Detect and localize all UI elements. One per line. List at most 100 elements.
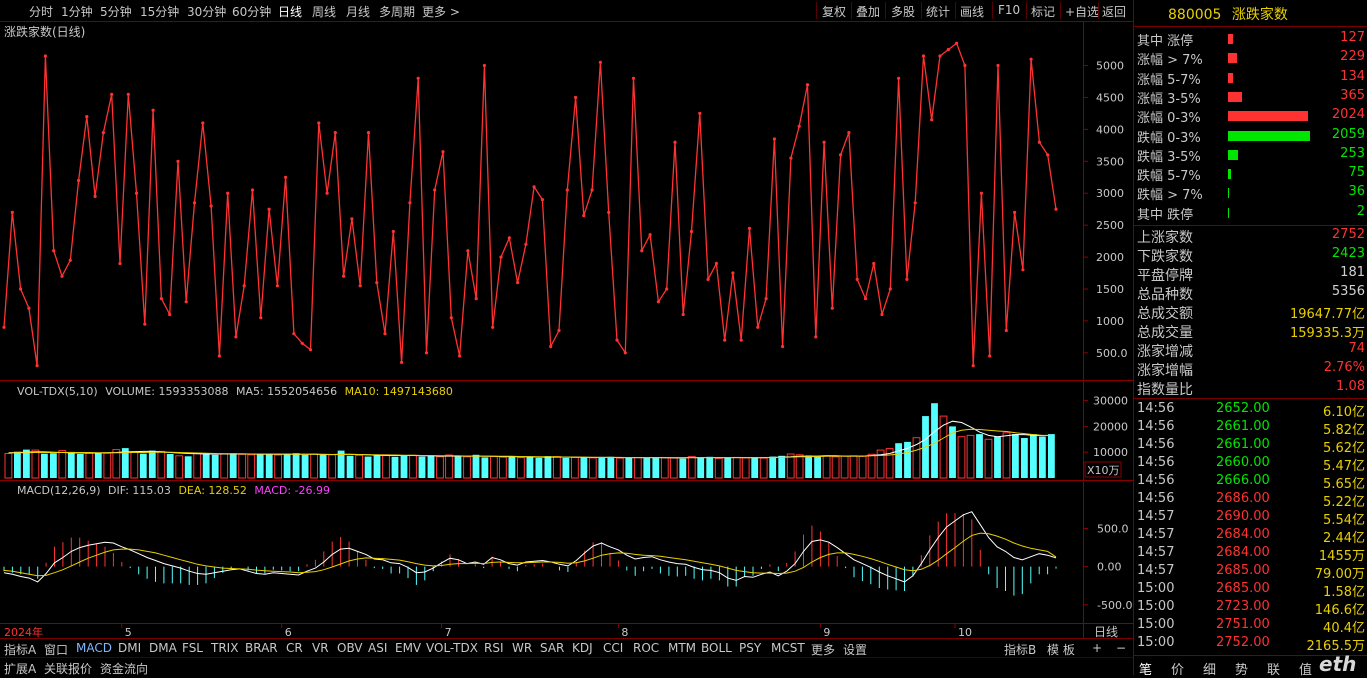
back-button[interactable]: 返回: [1102, 5, 1127, 19]
volume-bar-down: [508, 456, 516, 478]
chart-area[interactable]: 涨跌家数(日线) 5000 4500 4000 3500 3000 2500 2000 150…: [0, 0, 1133, 638]
advance-count-point: [234, 335, 238, 339]
period-tab-monthly[interactable]: 月线: [346, 5, 371, 19]
x-axis-label: 6: [285, 626, 292, 638]
fund-flow-tab[interactable]: 资金流向: [100, 662, 149, 676]
market-stat-value: 1.08: [1336, 379, 1365, 394]
volume-bar-up: [876, 449, 885, 479]
indicator-b-tab[interactable]: 指标B: [1004, 643, 1037, 657]
period-tab-15min[interactable]: 15分钟: [140, 5, 180, 19]
period-tab-more[interactable]: 更多 >: [422, 5, 460, 19]
advance-count-point: [955, 41, 959, 45]
security-name: 涨跌家数: [1231, 7, 1288, 23]
add-indicator-button[interactable]: +: [1092, 641, 1103, 655]
indicator-item-roc[interactable]: ROC: [633, 641, 660, 655]
volume-bar-down: [643, 457, 651, 478]
volume-bar-down: [562, 457, 570, 478]
volume-bar-down: [202, 453, 210, 478]
advance-count-point: [275, 284, 279, 288]
f10-button[interactable]: F10: [998, 3, 1021, 17]
tab-trend[interactable]: 势: [1235, 663, 1249, 678]
tab-related[interactable]: 联: [1267, 663, 1281, 678]
distribution-row: 跌幅 0-3% 2059: [1134, 126, 1367, 146]
indicator-item-vol-tdx[interactable]: VOL-TDX: [426, 641, 478, 655]
adjust-button[interactable]: 复权: [822, 5, 847, 19]
indicator-item-vr[interactable]: VR: [312, 641, 329, 655]
stats-button[interactable]: 统计: [926, 5, 951, 19]
indicator-a-tab[interactable]: 指标A: [4, 643, 37, 657]
period-tab-weekly[interactable]: 周线: [312, 5, 337, 19]
indicator-item-more[interactable]: 更多: [811, 643, 836, 657]
indicator-item-cr[interactable]: CR: [286, 641, 303, 655]
indicator-item-mcst[interactable]: MCST: [771, 641, 805, 655]
extension-a-tab[interactable]: 扩展A: [4, 662, 37, 676]
period-tab-daily[interactable]: 日线: [278, 5, 303, 19]
advance-count-point: [996, 63, 1000, 68]
volume-bar-down: [949, 426, 956, 478]
market-stat-value: 2752: [1331, 227, 1365, 242]
x-axis-label: 10: [958, 626, 972, 638]
advance-count-point: [872, 261, 876, 266]
period-tab-multi[interactable]: 多周期: [379, 5, 416, 19]
period-tab-1min[interactable]: 1分钟: [61, 5, 93, 19]
distribution-label: 涨幅 > 7%: [1137, 53, 1203, 69]
indicator-item-macd[interactable]: MACD: [76, 641, 112, 655]
period-tab-60min[interactable]: 60分钟: [232, 5, 272, 19]
template-button[interactable]: 模 板: [1047, 643, 1075, 657]
advance-count-point: [433, 188, 437, 192]
tab-price[interactable]: 价: [1171, 663, 1185, 678]
tab-value[interactable]: 值: [1299, 663, 1313, 678]
indicator-item-brar[interactable]: BRAR: [245, 641, 278, 655]
indicator-item-sar[interactable]: SAR: [540, 641, 565, 655]
indicator-item-rsi[interactable]: RSI: [484, 641, 504, 655]
indicator-item-obv[interactable]: OBV: [337, 641, 363, 655]
indicator-item-boll[interactable]: BOLL: [701, 641, 732, 655]
volume-bar-down: [472, 454, 480, 478]
indicator-item-psy[interactable]: PSY: [739, 641, 762, 655]
indicator-item-dmi[interactable]: DMI: [118, 641, 142, 655]
volume-bar-up: [193, 453, 202, 479]
indicator-item-dma[interactable]: DMA: [149, 641, 177, 655]
tab-trades[interactable]: 笔: [1139, 663, 1153, 678]
period-tab-fenshi[interactable]: 分时: [29, 5, 54, 19]
market-stat-label: 下跌家数: [1137, 249, 1193, 265]
advance-count-point: [516, 281, 520, 285]
volume-bar-down: [427, 455, 435, 478]
mark-button[interactable]: 标记: [1031, 5, 1056, 19]
overlay-button[interactable]: 叠加: [856, 5, 881, 19]
indicator-item-emv[interactable]: EMV: [395, 641, 422, 655]
advance-count-point: [665, 287, 669, 291]
market-stat-row: 平盘停牌 181: [1134, 264, 1367, 284]
advance-count-point: [524, 242, 528, 246]
trade-volume: 5.54亿: [1323, 513, 1365, 528]
volume-bar-down: [301, 454, 309, 478]
main-y-tick-label: 2500: [1096, 219, 1124, 232]
distribution-value: 229: [1340, 49, 1365, 65]
volume-bar-down: [1012, 434, 1019, 478]
advance-count-point: [1021, 268, 1025, 272]
multi-stock-button[interactable]: 多股: [891, 5, 916, 19]
x-axis: 2024年 5 6 7 8 9 10: [4, 623, 972, 638]
indicator-item-trix[interactable]: TRIX: [211, 641, 239, 655]
period-tab-30min[interactable]: 30分钟: [187, 5, 227, 19]
volume-bar-up: [499, 456, 507, 479]
x-axis-period-label: 日线: [1094, 625, 1118, 638]
related-quotes-tab[interactable]: 关联报价: [44, 662, 93, 676]
indicator-item-kdj[interactable]: KDJ: [572, 641, 593, 655]
period-tab-5min[interactable]: 5分钟: [100, 5, 132, 19]
market-stat-label: 总成交额: [1137, 306, 1193, 322]
draw-line-button[interactable]: 画线: [960, 5, 985, 19]
indicator-item-mtm[interactable]: MTM: [668, 641, 697, 655]
volume-bar-up: [822, 455, 831, 479]
add-watchlist-button[interactable]: +自选: [1065, 5, 1100, 19]
indicator-item-window[interactable]: 窗口: [44, 643, 69, 657]
indicator-item-fsl[interactable]: FSL: [182, 641, 203, 655]
indicator-item-wr[interactable]: WR: [512, 641, 533, 655]
indicator-item-settings[interactable]: 设置: [843, 643, 868, 657]
trade-time: 15:00: [1137, 635, 1175, 650]
advance-count-point: [756, 325, 760, 329]
tab-detail[interactable]: 细: [1203, 663, 1217, 678]
indicator-item-cci[interactable]: CCI: [603, 641, 624, 655]
remove-indicator-button[interactable]: −: [1116, 641, 1127, 655]
indicator-item-asi[interactable]: ASI: [368, 641, 388, 655]
